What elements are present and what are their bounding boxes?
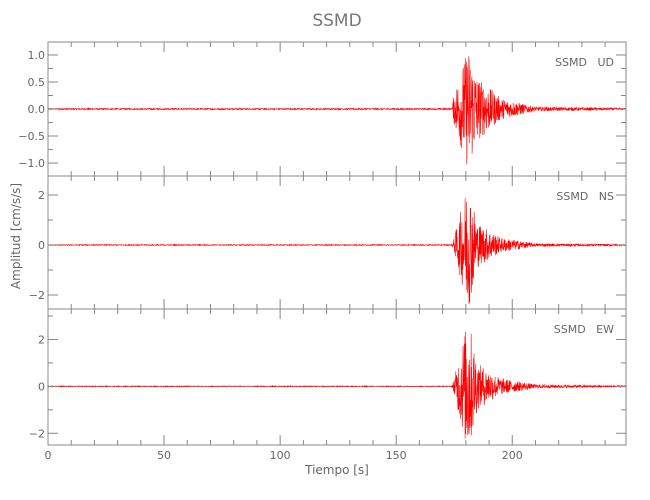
y-tick-label: 0.0 xyxy=(28,103,46,116)
panel-0: 1.0 0.5 0.0 −0.5 −1.0 SSMD UD xyxy=(18,41,627,177)
y-tick-label: −0.5 xyxy=(18,130,45,143)
channel-label: SSMD NS xyxy=(556,190,614,203)
chart-title: SSMD xyxy=(312,11,361,31)
channel-label: SSMD EW xyxy=(554,323,614,336)
waveform-trace xyxy=(47,56,627,165)
panel-frame xyxy=(47,308,627,446)
panel-frame xyxy=(47,175,627,310)
y-tick-label: 0 xyxy=(38,380,45,393)
x-tick-label: 0 xyxy=(45,449,52,462)
panel-2: 2 0 −2 SSMD EW xyxy=(29,308,627,446)
channel-label: SSMD UD xyxy=(555,56,614,69)
y-tick-label: 1.0 xyxy=(28,49,46,62)
y-axis-label: Amplitud [cm/s/s] xyxy=(9,183,23,289)
x-tick-label: 150 xyxy=(386,449,407,462)
x-tick-label: 100 xyxy=(270,449,291,462)
waveform-trace xyxy=(47,331,627,439)
waveform-trace xyxy=(47,198,627,304)
x-tick-label: 50 xyxy=(157,449,171,462)
y-tick-label: 0.5 xyxy=(28,76,46,89)
x-tick-label: 200 xyxy=(502,449,523,462)
x-axis-label: Tiempo [s] xyxy=(304,463,369,477)
y-tick-label: 2 xyxy=(38,189,45,202)
panel-1: 2 0 −2 SSMD NS xyxy=(29,175,627,310)
y-tick-label: 0 xyxy=(38,239,45,252)
y-tick-label: −2 xyxy=(29,427,45,440)
y-tick-label: −2 xyxy=(29,289,45,302)
y-tick-label: 2 xyxy=(38,333,45,346)
y-tick-label: −1.0 xyxy=(18,157,45,170)
